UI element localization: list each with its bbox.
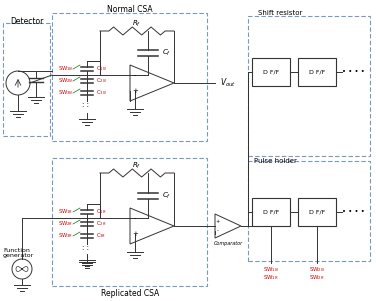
Text: C$_{1N}$: C$_{1N}$ xyxy=(96,64,107,73)
Text: C$_{1R}$: C$_{1R}$ xyxy=(96,208,106,216)
Bar xyxy=(248,16,370,156)
Bar xyxy=(252,58,290,86)
Text: $C_f$: $C_f$ xyxy=(162,191,171,200)
Text: • • • •: • • • • xyxy=(342,209,365,215)
Text: $R_f$: $R_f$ xyxy=(132,19,142,29)
Text: Detector: Detector xyxy=(10,17,44,26)
Text: $V_{out}$: $V_{out}$ xyxy=(220,77,236,89)
Text: -: - xyxy=(134,215,136,221)
Text: Replicated CSA: Replicated CSA xyxy=(101,288,159,297)
Text: SW$_{2R}$: SW$_{2R}$ xyxy=(309,273,325,282)
Text: $C_f$: $C_f$ xyxy=(162,48,171,58)
Text: SW$_{2N}$: SW$_{2N}$ xyxy=(309,265,325,274)
Text: SW$_{2R}$: SW$_{2R}$ xyxy=(58,219,73,228)
Bar xyxy=(298,58,336,86)
Text: • • • •: • • • • xyxy=(342,69,365,75)
Text: $R_f$: $R_f$ xyxy=(132,161,142,171)
Text: C$_{3R}$: C$_{3R}$ xyxy=(96,231,106,240)
Text: : :: : : xyxy=(82,245,88,251)
Text: SW$_{3N}$: SW$_{3N}$ xyxy=(58,88,74,98)
Text: : :: : : xyxy=(82,102,88,108)
Text: D F/F: D F/F xyxy=(263,70,279,75)
Text: D F/F: D F/F xyxy=(263,209,279,215)
Text: SW$_{2N}$: SW$_{2N}$ xyxy=(58,76,74,85)
Text: +: + xyxy=(216,219,220,224)
Text: -: - xyxy=(134,72,136,78)
Text: +: + xyxy=(132,231,138,237)
Text: -: - xyxy=(217,228,219,233)
Bar xyxy=(248,161,370,261)
Bar xyxy=(52,158,207,286)
Text: D F/F: D F/F xyxy=(309,70,325,75)
Text: Shift resistor: Shift resistor xyxy=(258,10,302,16)
Text: Pulse holder: Pulse holder xyxy=(254,158,297,164)
Text: D F/F: D F/F xyxy=(309,209,325,215)
Text: SW$_{3R}$: SW$_{3R}$ xyxy=(58,231,73,240)
Bar xyxy=(252,198,290,226)
Text: +: + xyxy=(132,88,138,94)
Text: SW$_{1R}$: SW$_{1R}$ xyxy=(58,208,73,216)
Text: SW$_{1R}$: SW$_{1R}$ xyxy=(263,273,279,282)
Text: C$_{2N}$: C$_{2N}$ xyxy=(96,76,107,85)
Text: SW$_{1N}$: SW$_{1N}$ xyxy=(58,64,74,73)
Text: Normal CSA: Normal CSA xyxy=(107,5,153,14)
Bar xyxy=(298,198,336,226)
Text: Comparator: Comparator xyxy=(214,241,243,247)
Text: C$_{2R}$: C$_{2R}$ xyxy=(96,219,106,228)
Bar xyxy=(3,23,50,136)
Text: SW$_{1N}$: SW$_{1N}$ xyxy=(263,265,279,274)
Text: Function
generator: Function generator xyxy=(3,248,34,258)
Bar xyxy=(52,13,207,141)
Text: C$_{3N}$: C$_{3N}$ xyxy=(96,88,107,98)
